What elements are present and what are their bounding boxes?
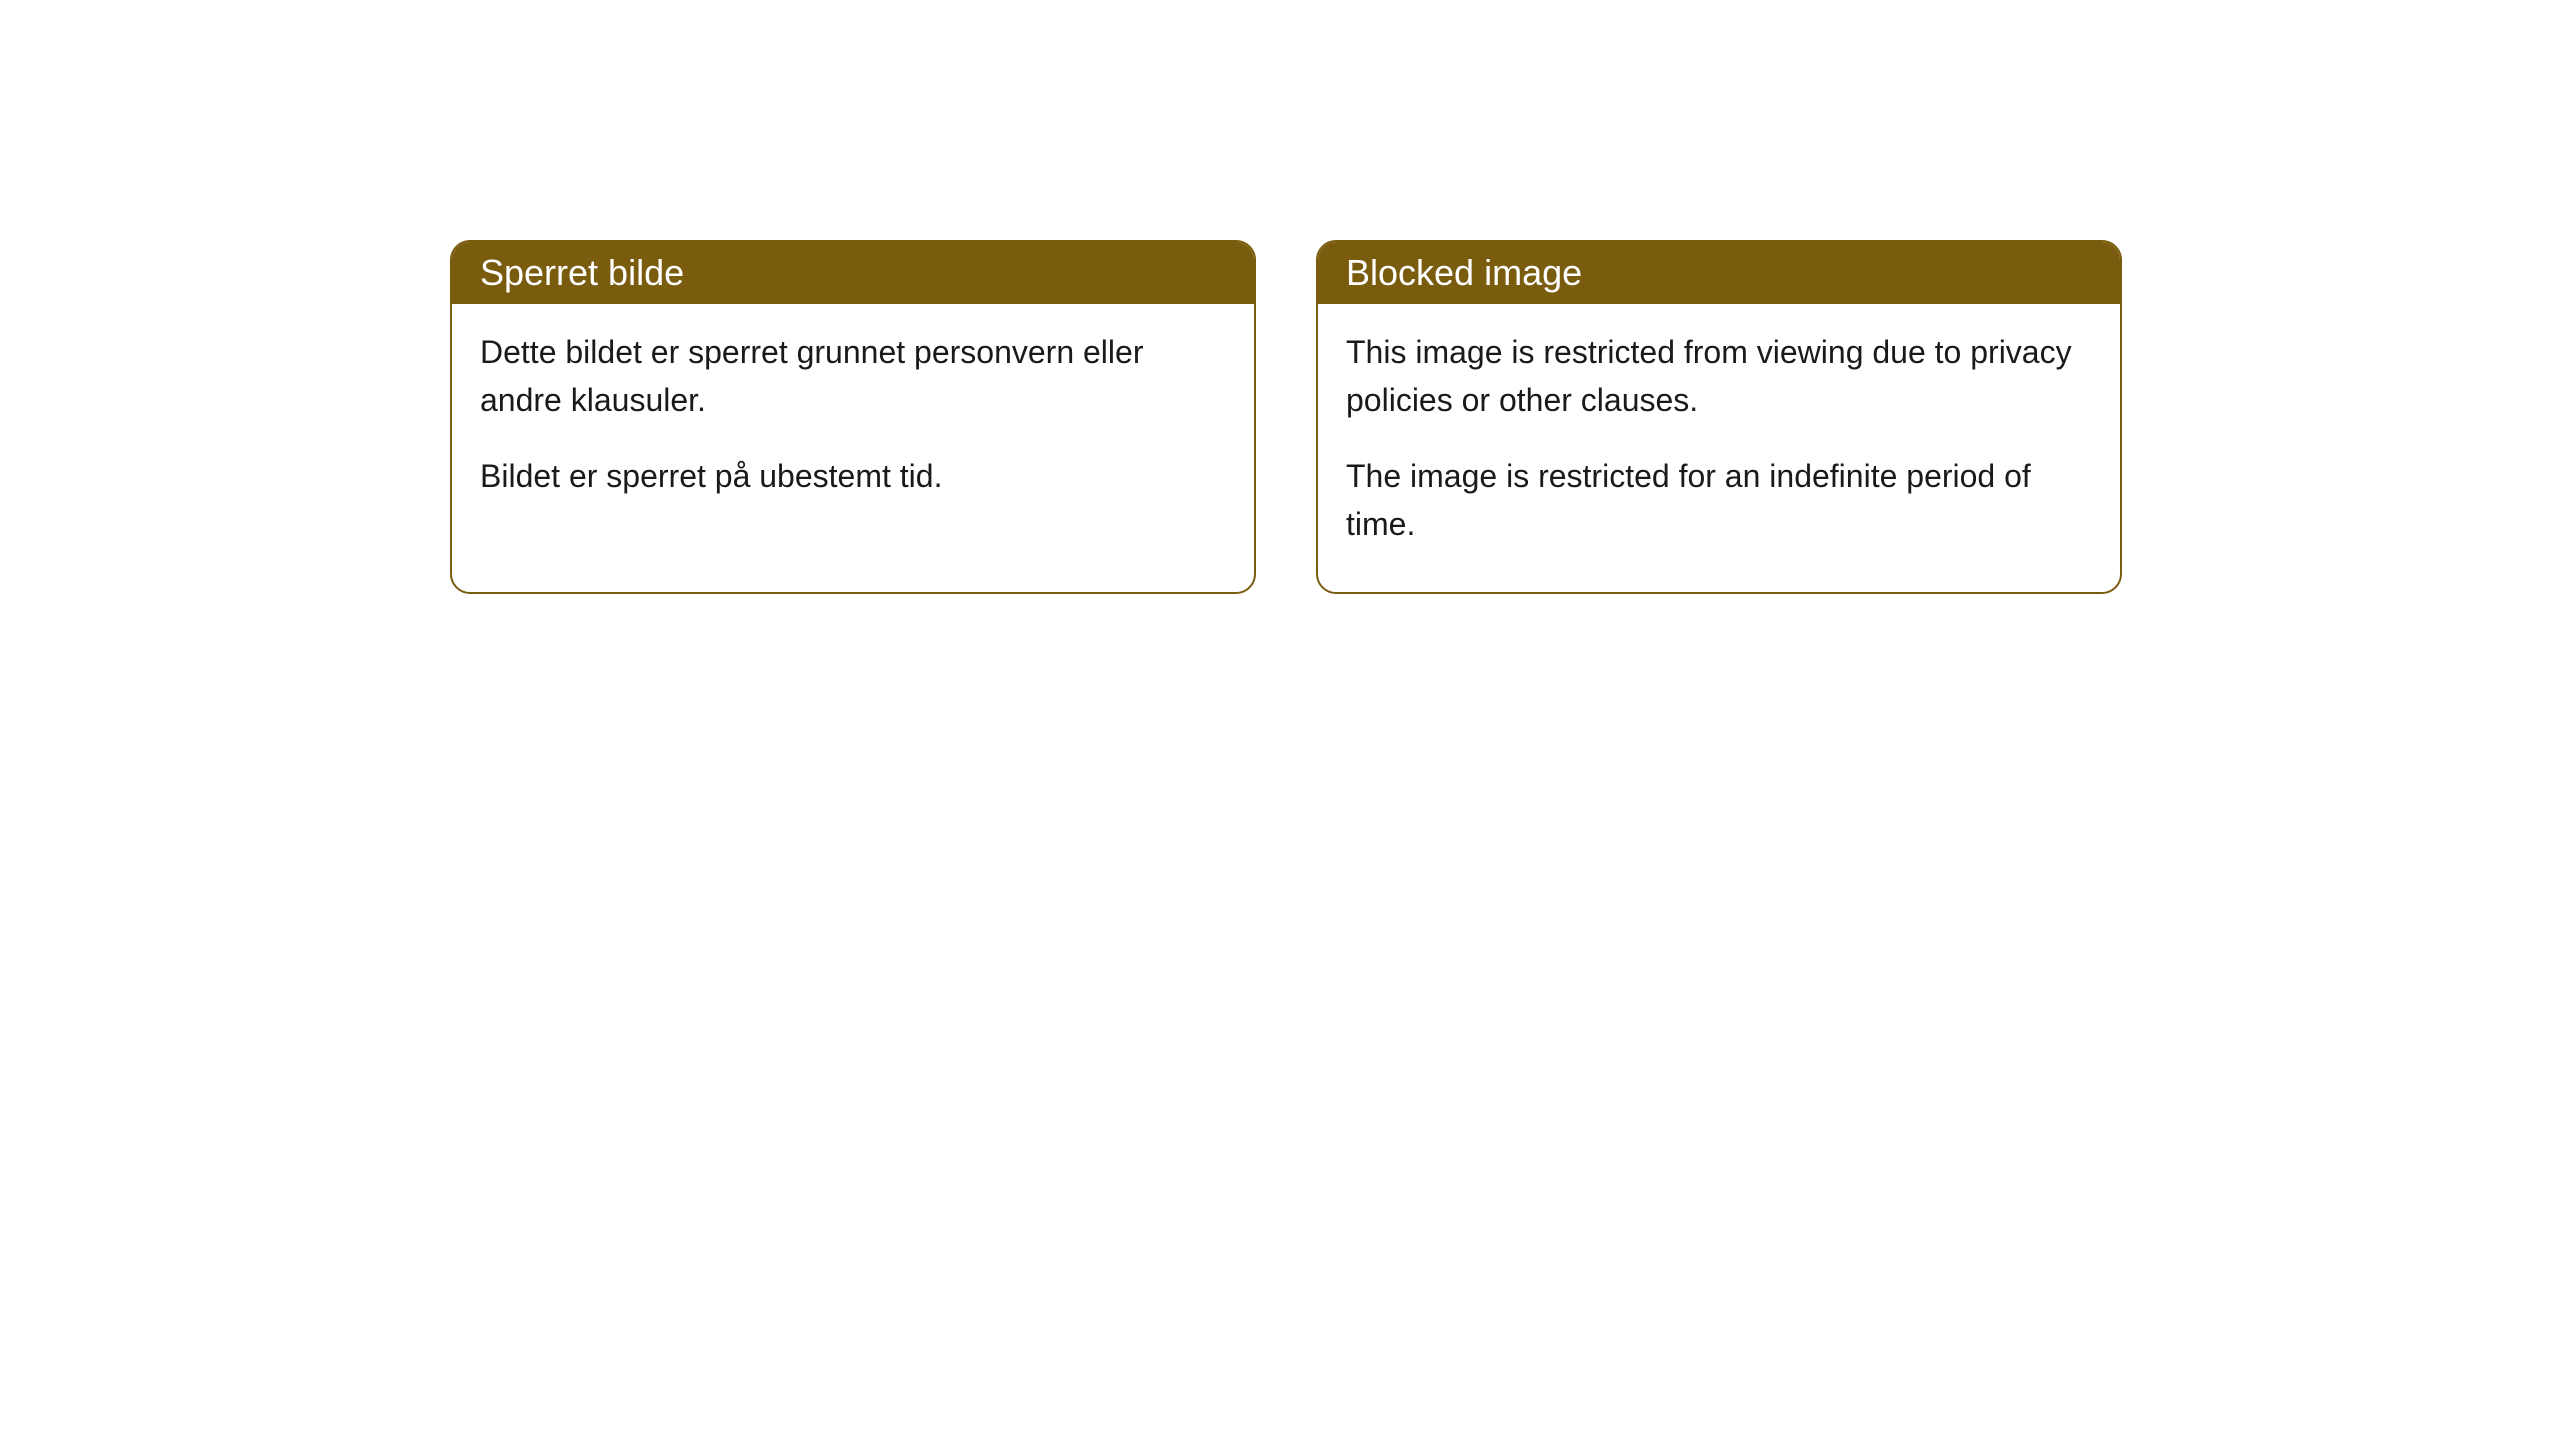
card-title-english: Blocked image [1318,242,2120,304]
card-title-norwegian: Sperret bilde [452,242,1254,304]
card-paragraph-1-english: This image is restricted from viewing du… [1346,328,2092,424]
card-paragraph-2-english: The image is restricted for an indefinit… [1346,452,2092,548]
blocked-image-card-norwegian: Sperret bilde Dette bildet er sperret gr… [450,240,1256,594]
card-paragraph-1-norwegian: Dette bildet er sperret grunnet personve… [480,328,1226,424]
card-body-english: This image is restricted from viewing du… [1318,304,2120,592]
card-body-norwegian: Dette bildet er sperret grunnet personve… [452,304,1254,544]
card-paragraph-2-norwegian: Bildet er sperret på ubestemt tid. [480,452,1226,500]
blocked-image-card-english: Blocked image This image is restricted f… [1316,240,2122,594]
notice-cards-container: Sperret bilde Dette bildet er sperret gr… [450,240,2122,594]
